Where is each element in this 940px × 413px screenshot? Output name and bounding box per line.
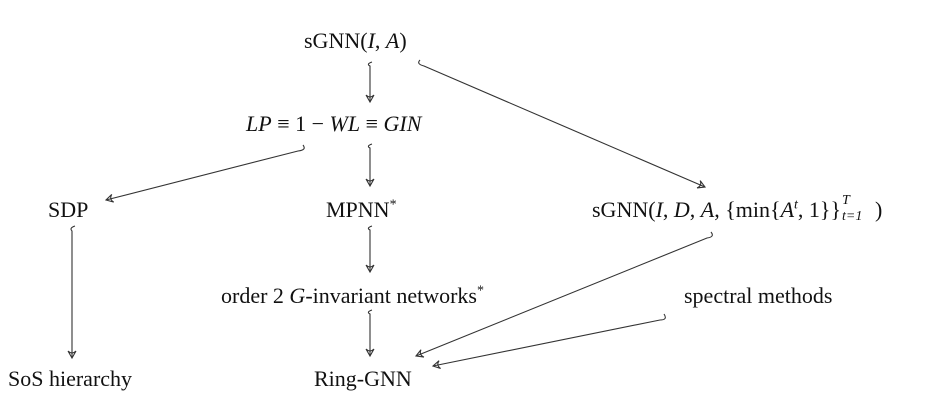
sgnn-full-v3: A — [700, 197, 715, 222]
node-order2-pre: order 2 — [221, 283, 290, 308]
sgnn-full-s3: , {min{ — [714, 197, 781, 222]
edge-sgnn-full-to-ring-gnn — [414, 231, 713, 358]
sgnn-full-s4: , 1}} — [797, 197, 842, 222]
edge-spectral-to-ring-gnn — [431, 313, 666, 370]
node-eq1-text: ≡ 1 − — [271, 111, 330, 136]
node-mpnn-label: MPNN — [326, 197, 390, 222]
sgnn-full-sub: t=1 — [842, 208, 863, 224]
sgnn-full-sup-T: T — [842, 192, 850, 208]
sgnn-full-v2: D — [673, 197, 690, 222]
node-lp-text: LP — [246, 111, 272, 136]
edge-lp-to-sdp — [104, 144, 305, 203]
sgnn-full-v1: I — [655, 197, 663, 222]
node-sgnn-i-a-suffix: ) — [399, 28, 407, 53]
node-sgnn-i-a-var1: I — [367, 28, 375, 53]
node-sos: SoS hierarchy — [8, 368, 132, 390]
edge-sgnn-to-sgnn-full — [418, 59, 707, 189]
edge-lp-to-mpnn — [365, 143, 375, 188]
node-wl-text: WL — [329, 111, 361, 136]
sgnn-full-prefix: sGNN( — [592, 197, 656, 222]
node-sdp-label: SDP — [48, 197, 89, 222]
node-sgnn-i-a-prefix: sGNN( — [304, 28, 368, 53]
node-gin-text: GIN — [383, 111, 422, 136]
sgnn-full-s1: , — [662, 197, 674, 222]
node-mpnn: MPNN* — [326, 197, 397, 222]
node-sgnn-i-a-var2: A — [385, 28, 400, 53]
node-eq2-text: ≡ — [360, 111, 384, 136]
node-sgnn-i-a-sep: , — [374, 28, 386, 53]
node-ring-gnn: Ring-GNN — [314, 368, 412, 390]
node-order2-g: G — [289, 283, 306, 308]
node-sos-label: SoS hierarchy — [8, 366, 133, 391]
edge-mpnn-to-order2 — [365, 225, 375, 274]
edge-sgnn-to-lp — [365, 61, 375, 104]
sgnn-full-suffix: ) — [875, 197, 883, 222]
node-spectral-label: spectral methods — [684, 283, 833, 308]
node-spectral: spectral methods — [684, 285, 832, 307]
edge-sdp-to-sos — [67, 225, 77, 360]
sgnn-full-v4: A — [780, 197, 795, 222]
node-order2-mark: * — [476, 283, 484, 299]
sgnn-full-s2: , — [689, 197, 701, 222]
sgnn-full-sup-t: t — [794, 197, 798, 213]
node-ring-gnn-label: Ring-GNN — [314, 366, 412, 391]
node-sdp: SDP — [48, 199, 88, 221]
edge-order2-to-ring-gnn — [365, 309, 375, 358]
node-lp-wl-gin: LP ≡ 1 − WL ≡ GIN — [246, 113, 421, 135]
node-order2: order 2 G-invariant networks* — [221, 283, 484, 308]
node-sgnn-i-a: sGNN(I, A) — [304, 30, 407, 52]
node-order2-post: -invariant networks — [305, 283, 477, 308]
node-mpnn-mark: * — [389, 197, 397, 213]
